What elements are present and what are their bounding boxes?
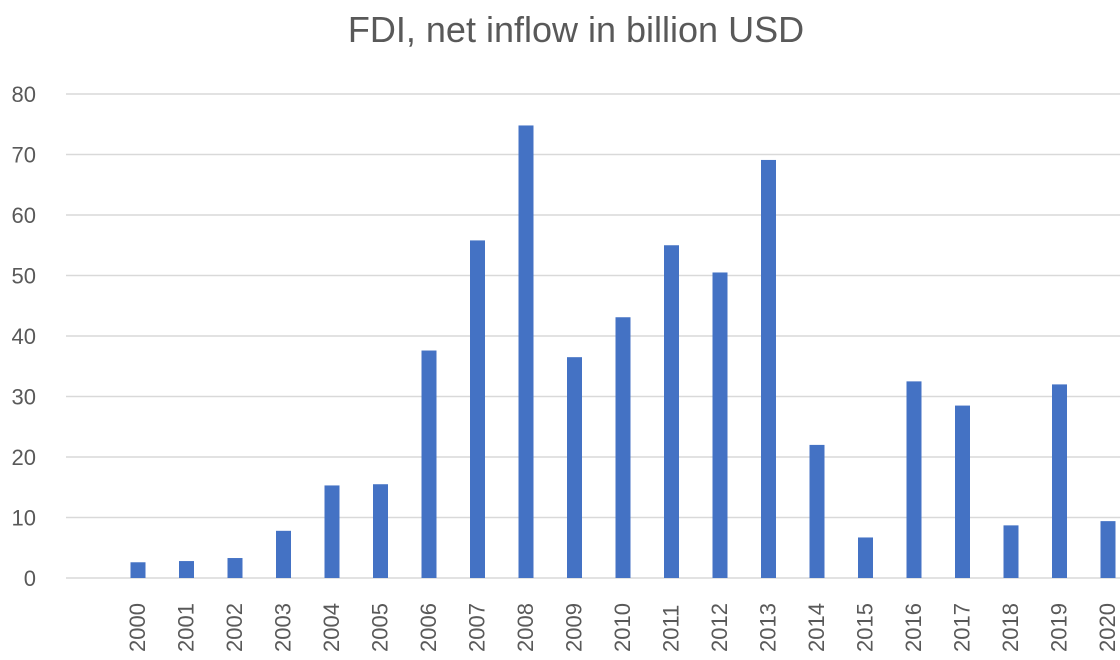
- x-tick-label: 2020: [1095, 603, 1120, 652]
- bar-2006: [421, 350, 437, 578]
- y-tick-label: 60: [12, 203, 36, 228]
- bar-2013: [761, 159, 776, 578]
- bar-2001: [179, 561, 194, 578]
- x-tick-label: 2002: [222, 603, 247, 652]
- bar-2004: [324, 485, 340, 578]
- bar-2016: [906, 381, 922, 578]
- x-tick-label: 2012: [707, 603, 732, 652]
- y-tick-label: 50: [12, 264, 36, 289]
- bar-2018: [1003, 525, 1019, 578]
- bar-2020: [1100, 521, 1116, 578]
- bar-2014: [809, 444, 825, 578]
- x-tick-label: 2000: [125, 603, 150, 652]
- x-tick-label: 2007: [465, 603, 490, 652]
- x-tick-label: 2006: [416, 603, 441, 652]
- y-tick-label: 30: [12, 385, 36, 410]
- y-tick-label: 70: [12, 143, 36, 168]
- bar-2000: [130, 562, 146, 578]
- x-tick-label: 2005: [368, 603, 393, 652]
- bar-2019: [1052, 384, 1067, 578]
- gridlines: [66, 93, 1120, 579]
- bar-2003: [276, 530, 291, 578]
- y-tick-label: 10: [12, 506, 36, 531]
- bar-2008: [518, 125, 534, 579]
- x-tick-label: 2004: [319, 603, 344, 652]
- x-tick-label: 2008: [513, 603, 538, 652]
- x-tick-label: 2019: [1047, 603, 1072, 652]
- x-tick-label: 2016: [901, 603, 926, 652]
- chart-title: FDI, net inflow in billion USD: [348, 9, 804, 50]
- x-tick-label: 2001: [174, 603, 199, 652]
- y-tick-label: 80: [12, 82, 36, 107]
- bar-2007: [470, 240, 485, 578]
- bar-2012: [712, 272, 728, 578]
- bars: [130, 125, 1116, 579]
- y-tick-label: 20: [12, 445, 36, 470]
- bar-2005: [373, 484, 388, 578]
- x-tick-label: 2013: [756, 603, 781, 652]
- y-axis-tick-labels: 0 10 20 30 40 50 60 70 80: [12, 82, 36, 591]
- x-tick-label: 2011: [659, 605, 684, 652]
- bar-2010: [615, 317, 631, 578]
- bar-2009: [567, 357, 582, 578]
- x-tick-label: 2015: [853, 603, 878, 652]
- x-tick-label: 2003: [271, 603, 296, 652]
- x-tick-label: 2010: [610, 603, 635, 652]
- x-tick-label: 2018: [998, 603, 1023, 652]
- x-tick-label: 2017: [950, 603, 975, 652]
- x-axis-tick-labels: 2000 2001 2002 2003 2004 2005 2006 2007 2008 2009…: [125, 603, 1120, 652]
- x-tick-label: 2014: [804, 603, 829, 652]
- x-tick-label: 2009: [562, 603, 587, 652]
- bar-2011: [664, 245, 679, 578]
- y-tick-label: 40: [12, 324, 36, 349]
- bar-2015: [858, 537, 873, 578]
- bar-2017: [955, 405, 970, 578]
- y-tick-label: 0: [24, 566, 36, 591]
- bar-2002: [227, 558, 243, 578]
